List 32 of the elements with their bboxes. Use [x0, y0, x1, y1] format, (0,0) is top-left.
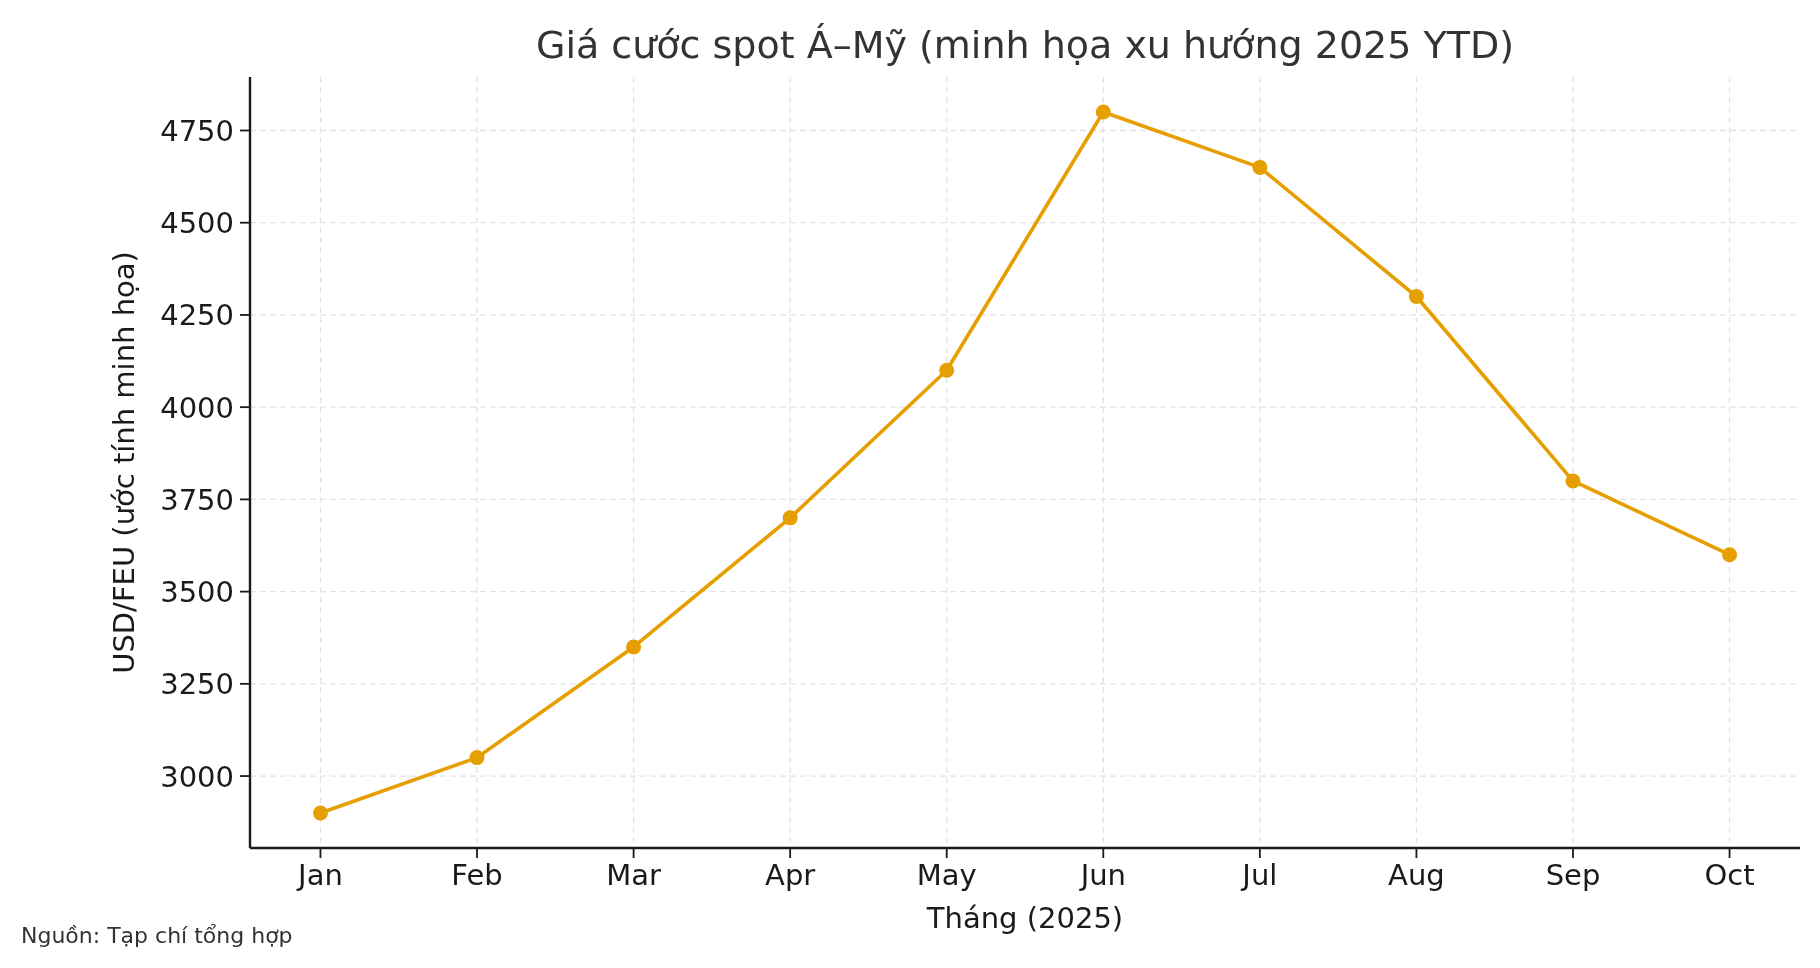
x-tick-label: May [916, 858, 977, 892]
y-tick-label: 4000 [160, 390, 234, 425]
point [1565, 473, 1581, 489]
point [939, 362, 955, 378]
y-tick-label: 4250 [160, 298, 234, 333]
x-tick-label: Apr [765, 858, 816, 892]
point [782, 510, 798, 526]
chart-title: Giá cước spot Á–Mỹ (minh họa xu hướng 2025 YTD) [535, 23, 1515, 67]
x-tick-label: Aug [1388, 858, 1445, 892]
x-tick-label: Mar [606, 858, 662, 892]
text: Nguồn: Tạp chí tổng hợp [21, 923, 293, 948]
y-tick-label: 3750 [160, 482, 234, 517]
y-tick-label: 3000 [160, 759, 234, 794]
point [1722, 547, 1738, 563]
x-tick-label: Oct [1704, 858, 1755, 892]
point [469, 750, 485, 766]
y-tick-label: 3500 [160, 575, 234, 610]
y-axis-title: USD/FEU (ước tính minh họa) [107, 251, 141, 674]
point [626, 639, 642, 655]
point [1408, 289, 1424, 304]
point [1252, 159, 1268, 175]
y-tick-label: 4500 [160, 206, 234, 241]
x-tick-label: Feb [451, 858, 503, 892]
x-axis-title: Tháng (2025) [925, 901, 1124, 935]
x-tick-label: Jun [1078, 858, 1126, 892]
x-tick-label: Sep [1545, 858, 1601, 892]
y-tick-label: 4750 [160, 113, 234, 148]
y-tick-label: 3250 [160, 667, 234, 702]
point [312, 805, 328, 821]
x-tick-label: Jul [1240, 858, 1278, 892]
x-tick-label: Jan [296, 858, 343, 892]
point [1095, 104, 1111, 120]
